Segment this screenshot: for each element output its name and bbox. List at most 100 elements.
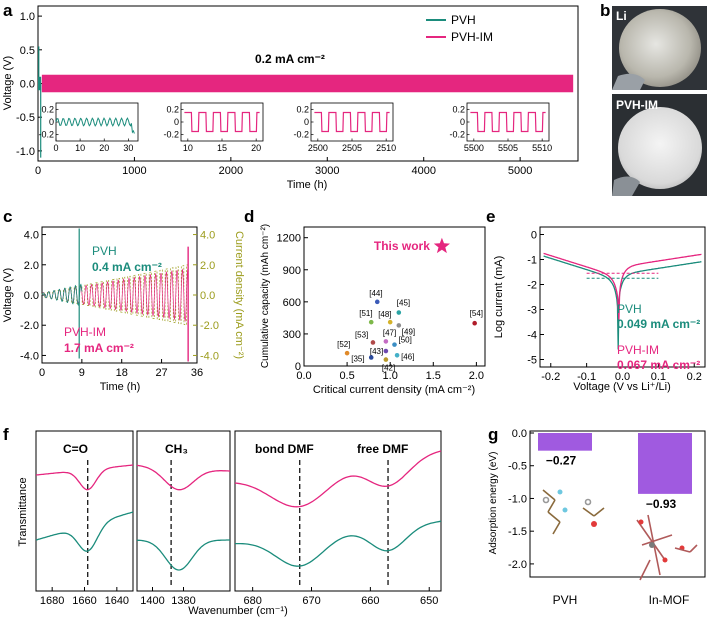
- panel-c-chart: 0 9 18 27 36 -4.0 -4.0 -2.0 -2.0 0.0 0.0 2.0 2.0 4.0 4…: [2, 226, 245, 393]
- panel-c-pvhim-trace: [41, 267, 189, 322]
- panel-c-pvhim-label: PVH-IM: [64, 325, 106, 339]
- legend-label-pvh: PVH: [451, 13, 476, 27]
- panel-g-bar: [638, 433, 692, 494]
- panel-f-xtick-label: 1680: [40, 595, 64, 607]
- panel-d-chart: 0.0 0.5 1.0 1.5 2.0 0 300 600 900 1200 [44] [45] [5…: [260, 224, 486, 396]
- panel-label-a: a: [3, 1, 13, 20]
- panel-e-xtick-label: 0.0: [615, 371, 630, 383]
- panel-d-point-label: [47]: [383, 328, 396, 337]
- inset-xtick-label: 15: [217, 143, 227, 153]
- panel-a-pvhim-band: [41, 74, 574, 93]
- panel-a-ytick-label: -1.0: [16, 146, 35, 158]
- panel-a-ytick-label: -0.5: [16, 112, 35, 124]
- inset-xtick-label: 0: [53, 143, 58, 153]
- panel-e-chart: -0.2 -0.1 0.0 0.1 0.2 0 -1 -2 -3 -4 -5 PVH 0.049 m…: [493, 226, 706, 393]
- panel-a-xtick-label: 0: [35, 165, 41, 177]
- inset-xtick-label: 5500: [464, 143, 484, 153]
- inset-pvhim-trace: [314, 111, 390, 133]
- panel-c-y2tick-label: -2.0: [200, 320, 219, 332]
- panel-a-chart: 0 1000 2000 3000 4000 5000-1.0-0.50.00.51.0 0…: [2, 5, 579, 191]
- panel-e-ytick-label: 0: [531, 230, 537, 242]
- panel-f-pvhim-spectrum: [35, 464, 134, 491]
- panel-f-chart: 1680 1660 1640 1400 1380 680 670 660 650 C=O CH₃…: [17, 430, 442, 617]
- panel-c-ytick-label: 4.0: [24, 230, 39, 242]
- panel-d-point-label: [45]: [397, 299, 410, 308]
- panel-c-y2tick-label: 0.0: [200, 290, 215, 302]
- panel-a-ytick-label: 0.5: [20, 45, 35, 57]
- panel-f-xtick-label: 660: [361, 595, 379, 607]
- panel-g-category-label: PVH: [553, 593, 578, 607]
- panel-d-ytick-label: 1200: [277, 233, 301, 245]
- panel-d-point-label: [53]: [355, 330, 368, 339]
- panel-d-this-work-star: [433, 237, 450, 254]
- photo-top-label: Li: [616, 9, 627, 23]
- panel-d-point: [370, 340, 376, 345]
- panel-d-point: [368, 355, 374, 360]
- panel-f-xlabel: Wavenumber (cm⁻¹): [188, 605, 288, 617]
- panel-c-ytick-label: -4.0: [20, 350, 39, 362]
- panel-d-point: [374, 299, 380, 305]
- panel-f-pvh-spectrum: [136, 539, 230, 571]
- inset-ytick-label: 0: [304, 117, 309, 127]
- inset-ytick-label: 0: [460, 117, 465, 127]
- panel-e-pvhim-value: 0.067 mA cm⁻²: [617, 358, 700, 372]
- in-mof-molecule-sketch: [636, 514, 698, 581]
- panel-f-title-bond: bond DMF: [255, 442, 314, 456]
- panel-g-category-label: In-MOF: [649, 593, 690, 607]
- panel-d-point-label: [50]: [399, 336, 412, 345]
- inset-ytick-label: -0.2: [449, 130, 465, 140]
- panel-d-xlabel: Critical current density (mA cm⁻²): [313, 384, 475, 396]
- panel-d-point: [392, 342, 397, 347]
- panel-b-photos: Li PVH-IM: [612, 6, 707, 196]
- panel-e-pvh-label: PVH: [617, 302, 642, 316]
- panel-a-inset-2: 10 15 20 -0.2 0 0.2: [163, 102, 264, 153]
- pvh-im-disc: [618, 107, 702, 189]
- panel-c-y2tick-label: 4.0: [200, 230, 215, 242]
- inset-xtick-label: 30: [123, 143, 133, 153]
- panel-e-xlabel: Voltage (V vs Li⁺/Li): [573, 381, 671, 393]
- panel-e-ylabel: Log current (mA): [493, 256, 505, 339]
- panel-e-ytick-label: -1: [527, 255, 537, 267]
- inset-xtick-label: 2510: [376, 143, 396, 153]
- inset-xtick-label: 5505: [498, 143, 518, 153]
- lithium-disc: [619, 9, 701, 87]
- panel-e-xtick-label: 0.1: [651, 371, 666, 383]
- panel-e-xtick-label: 0.2: [687, 371, 702, 383]
- panel-a-pvh-band: [38, 76, 42, 91]
- panel-label-d: d: [244, 207, 254, 226]
- inset-xtick-label: 20: [251, 143, 261, 153]
- inset-xtick-label: 2500: [308, 143, 328, 153]
- inset-frame: [310, 102, 394, 142]
- panel-d-xtick-label: 1.5: [426, 370, 441, 382]
- panel-f-pvh-spectrum: [35, 511, 134, 552]
- panel-c-pvhim-value: 1.7 mA cm⁻²: [64, 341, 134, 355]
- panel-f-pvhim-spectrum: [136, 464, 230, 491]
- panel-f-xtick-label: 1400: [140, 595, 164, 607]
- inset-ytick-label: -0.2: [163, 130, 179, 140]
- panel-a-inset-4: 5500 5505 5510 -0.2 0 0.2: [449, 102, 552, 153]
- inset-ytick-label: 0.2: [41, 104, 54, 114]
- tweezer-tip: [612, 73, 645, 90]
- panel-g-value-label: −0.93: [646, 497, 677, 511]
- panel-c-xtick-label: 27: [155, 367, 167, 379]
- inset-frame: [466, 102, 550, 142]
- inset-ytick-label: -0.2: [293, 130, 309, 140]
- panel-c-ytick-label: 0.0: [24, 290, 39, 302]
- panel-c-xtick-label: 0: [39, 367, 45, 379]
- panel-g-frame: [529, 430, 706, 578]
- panel-f-frame-3: [234, 430, 442, 592]
- panel-f-title-co: C=O: [63, 442, 88, 456]
- panel-d-ytick-label: 900: [283, 265, 301, 277]
- panel-a-annotation: 0.2 mA cm⁻²: [255, 52, 325, 66]
- panel-f-xtick-label: 1640: [105, 595, 129, 607]
- panel-d-xtick-label: 2.0: [469, 370, 484, 382]
- panel-d-point-label: [51]: [359, 309, 372, 318]
- panel-e-pvh-curve: [543, 255, 702, 350]
- panel-g-chart: 0.0-0.5-1.0-1.5-2.0 −0.27PVH−0.93In-MOF …: [488, 428, 706, 607]
- inset-xtick-label: 5510: [532, 143, 552, 153]
- panel-a-xtick-label: 5000: [508, 165, 532, 177]
- panel-a-xtick-label: 2000: [219, 165, 243, 177]
- panel-d-point-label: [49]: [402, 327, 415, 336]
- panel-d-point: [394, 353, 400, 358]
